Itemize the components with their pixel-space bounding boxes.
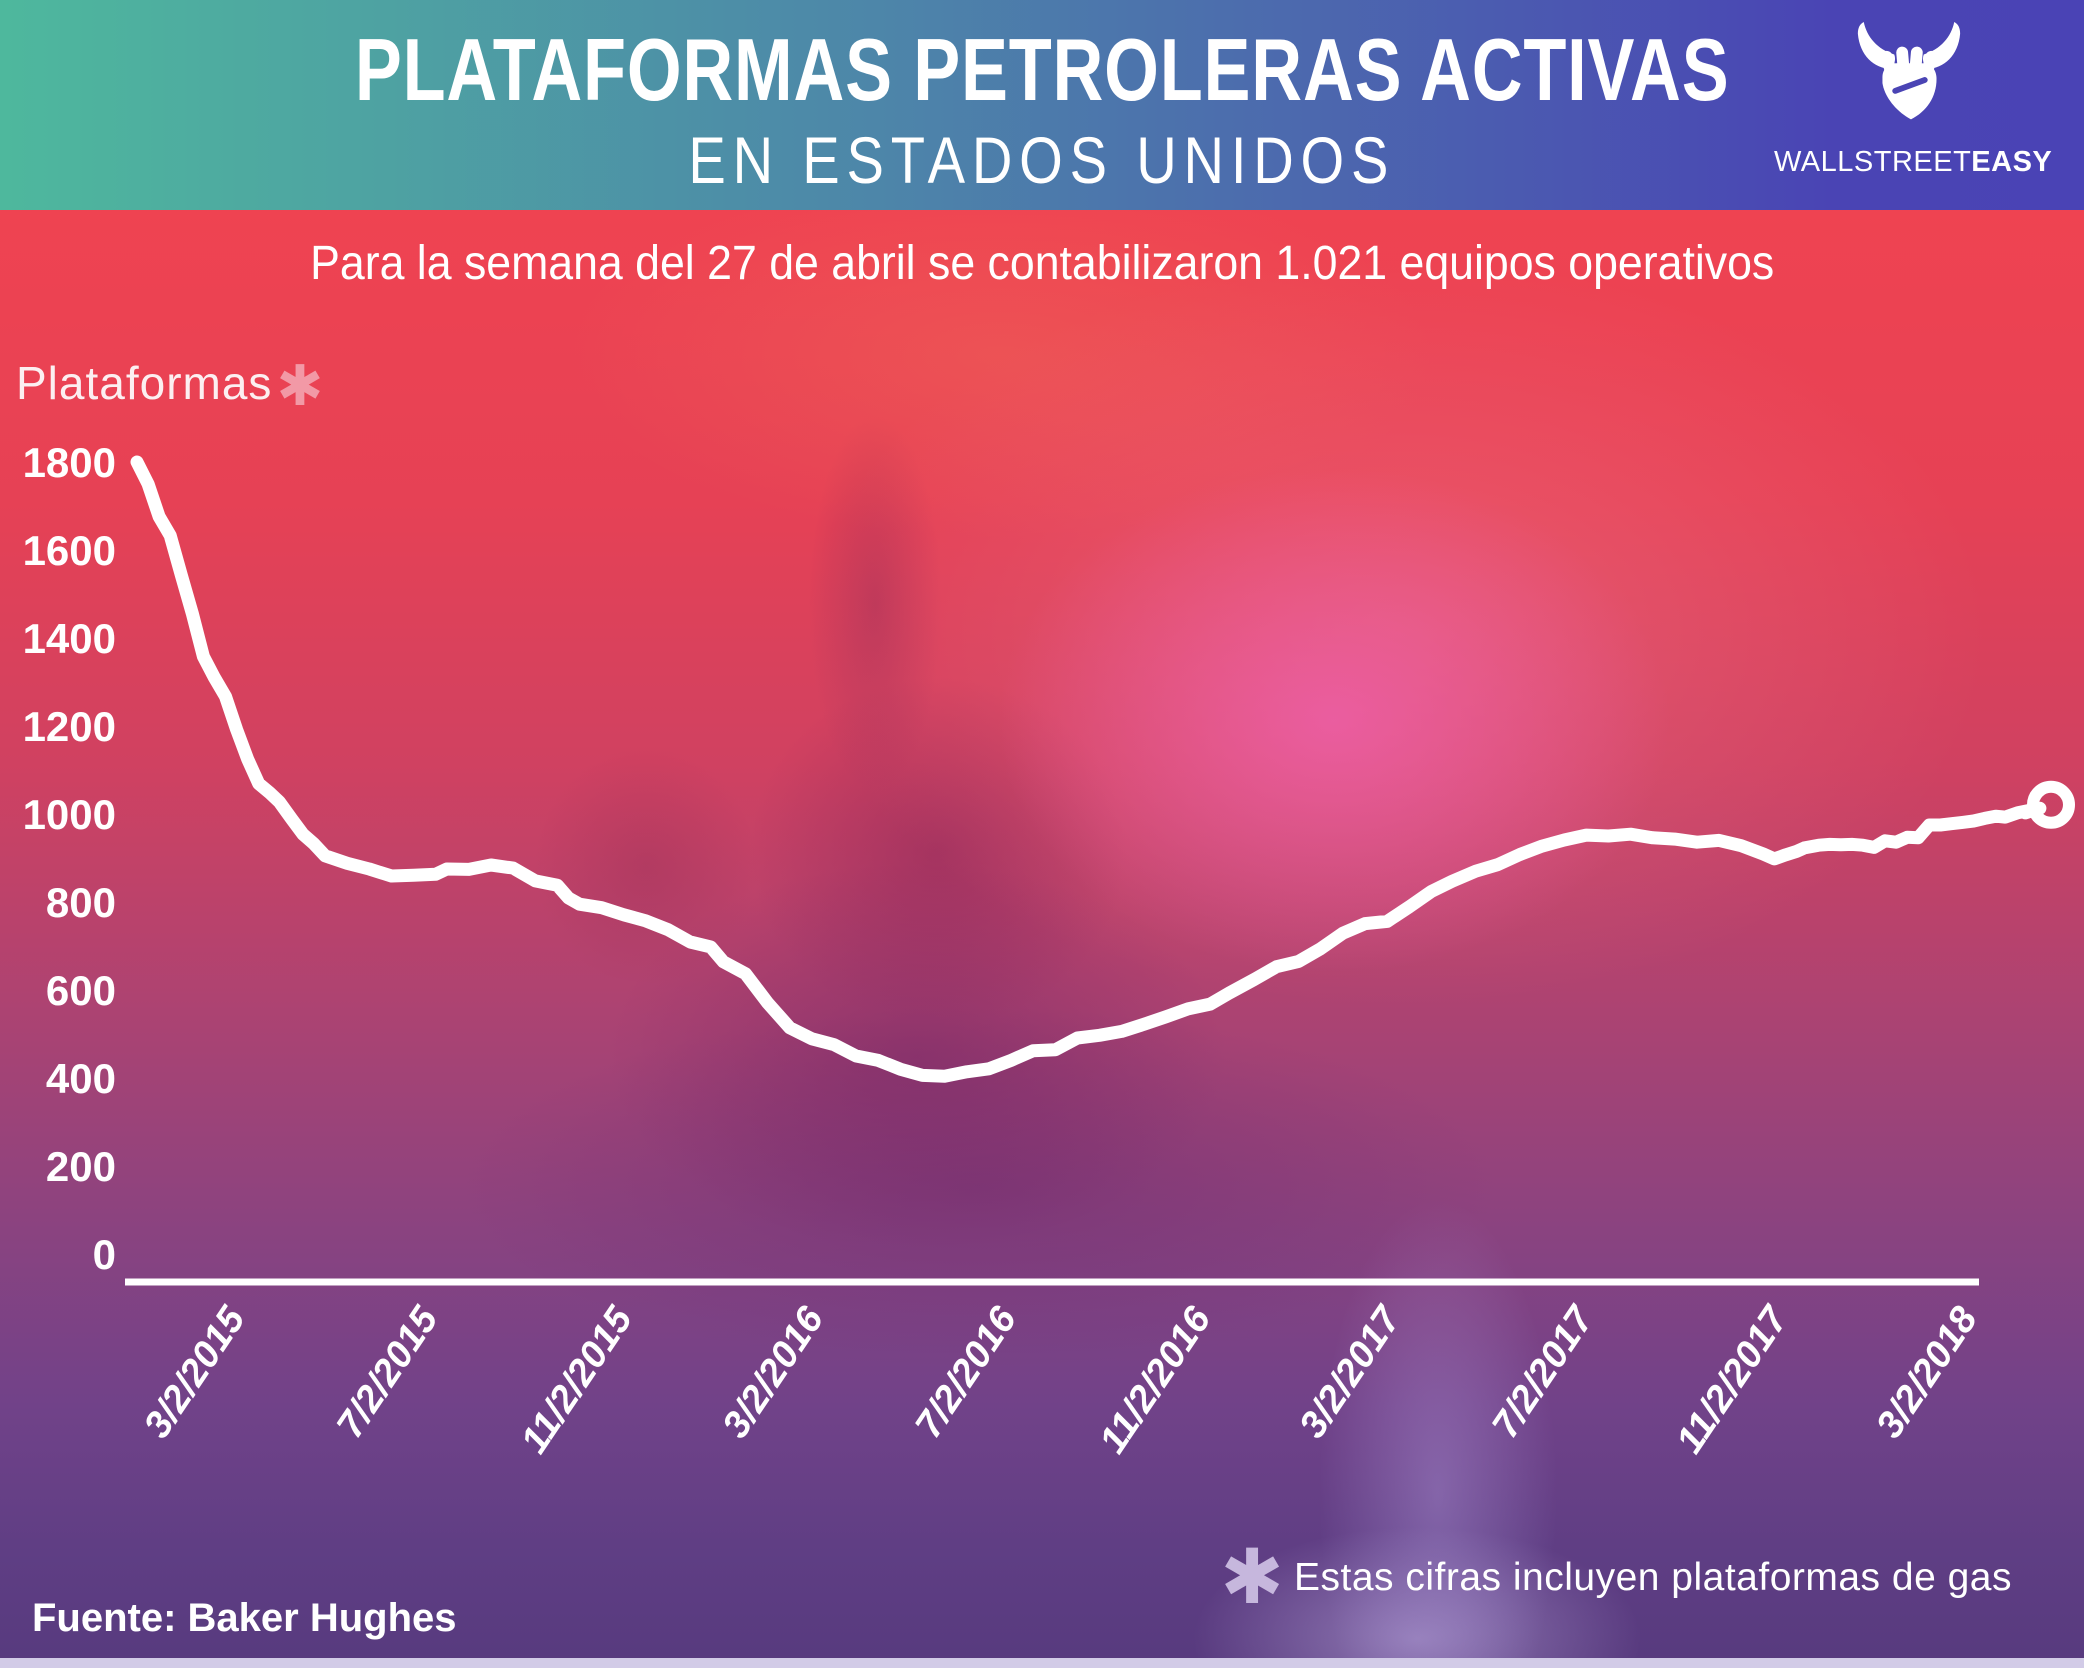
x-tick-label: 7/2/2017 xyxy=(1484,1298,1603,1446)
x-tick-label: 11/2/2017 xyxy=(1669,1298,1798,1461)
y-tick-label: 1000 xyxy=(23,791,116,838)
y-tick-label: 800 xyxy=(46,879,116,926)
source-label: Fuente: Baker Hughes xyxy=(32,1596,457,1640)
y-axis-title-text: Plataformas xyxy=(16,357,273,409)
y-tick-label: 1600 xyxy=(23,527,116,574)
background-photo xyxy=(0,210,2084,1668)
x-tick-label: 11/2/2015 xyxy=(513,1299,641,1461)
header-band: PLATAFORMAS PETROLERAS ACTIVAS EN ESTADO… xyxy=(0,0,2084,210)
y-axis-title: Plataformas✱ xyxy=(16,356,324,414)
brand-name: WALLSTREETEASY xyxy=(1774,146,2052,179)
brand-name-bold: EASY xyxy=(1971,146,2053,178)
footnote: ✱ Estas cifras incluyen plataformas de g… xyxy=(1220,1540,2012,1616)
brand-logo: WALLSTREETEASY xyxy=(1774,18,2052,179)
y-tick-label: 1400 xyxy=(23,615,116,662)
brand-name-light: WALLSTREET xyxy=(1774,146,1972,178)
footnote-text: Estas cifras incluyen plataformas de gas xyxy=(1293,1556,2012,1599)
data-line xyxy=(130,455,2047,1083)
x-tick-label: 3/2/2016 xyxy=(715,1299,833,1446)
y-tick-label: 1200 xyxy=(23,703,116,750)
x-tick-label: 3/2/2017 xyxy=(1292,1298,1411,1446)
asterisk-icon: ✱ xyxy=(276,354,325,417)
y-tick-label: 400 xyxy=(46,1055,116,1102)
asterisk-icon: ✱ xyxy=(1220,1535,1284,1620)
y-tick-label: 600 xyxy=(46,967,116,1014)
page-subtitle: EN ESTADOS UNIDOS xyxy=(688,123,1396,197)
end-marker-ring xyxy=(2027,780,2075,829)
x-tick-label: 7/2/2015 xyxy=(329,1299,447,1446)
bottom-edge-strip xyxy=(0,1658,2084,1668)
x-tick-label: 3/2/2018 xyxy=(1868,1299,1986,1446)
x-tick-label: 11/2/2016 xyxy=(1092,1299,1220,1461)
x-tick-label: 3/2/2015 xyxy=(136,1299,254,1446)
y-tick-label: 0 xyxy=(93,1231,116,1278)
x-tick-label: 7/2/2016 xyxy=(907,1299,1025,1446)
bull-fist-icon xyxy=(1857,22,1961,120)
page-title: PLATAFORMAS PETROLERAS ACTIVAS xyxy=(354,20,1730,119)
lead-text: Para la semana del 27 de abril se contab… xyxy=(309,237,1775,290)
y-tick-label: 1800 xyxy=(23,439,116,486)
y-tick-label: 200 xyxy=(46,1143,116,1190)
